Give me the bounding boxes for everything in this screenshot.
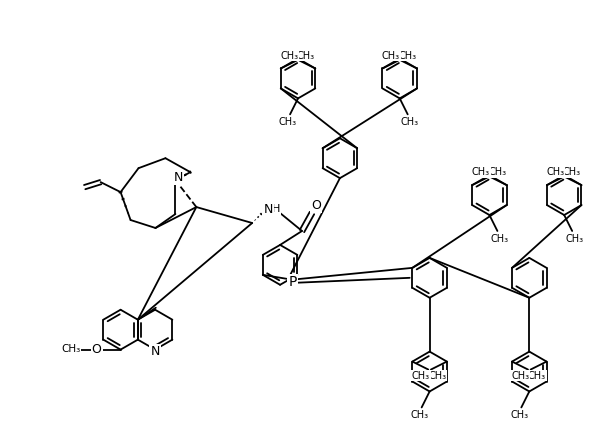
Text: CH₃: CH₃ [510, 410, 528, 421]
Text: CH₃: CH₃ [428, 371, 446, 380]
Text: N: N [264, 202, 273, 215]
Text: N: N [173, 170, 183, 184]
Text: N: N [150, 345, 160, 358]
Text: CH₃: CH₃ [490, 234, 508, 244]
Text: P: P [289, 275, 297, 289]
Text: CH₃: CH₃ [398, 51, 416, 61]
Text: O: O [92, 343, 102, 356]
Text: CH₃: CH₃ [563, 167, 581, 177]
Text: CH₃: CH₃ [382, 51, 400, 61]
Text: CH₃: CH₃ [472, 167, 490, 177]
Text: CH₃: CH₃ [565, 234, 583, 244]
Text: CH₃: CH₃ [279, 117, 297, 127]
Text: CH₃: CH₃ [546, 167, 565, 177]
Text: H: H [272, 204, 280, 214]
Text: CH₃: CH₃ [488, 167, 506, 177]
Text: O: O [311, 198, 321, 211]
Text: CH₃: CH₃ [280, 51, 299, 61]
Text: CH₃: CH₃ [512, 371, 530, 380]
Text: CH₃: CH₃ [412, 371, 430, 380]
Text: CH₃: CH₃ [297, 51, 314, 61]
Text: CH₃: CH₃ [61, 344, 80, 354]
Text: CH₃: CH₃ [528, 371, 546, 380]
Text: CH₃: CH₃ [401, 117, 419, 127]
Text: CH₃: CH₃ [411, 410, 428, 421]
